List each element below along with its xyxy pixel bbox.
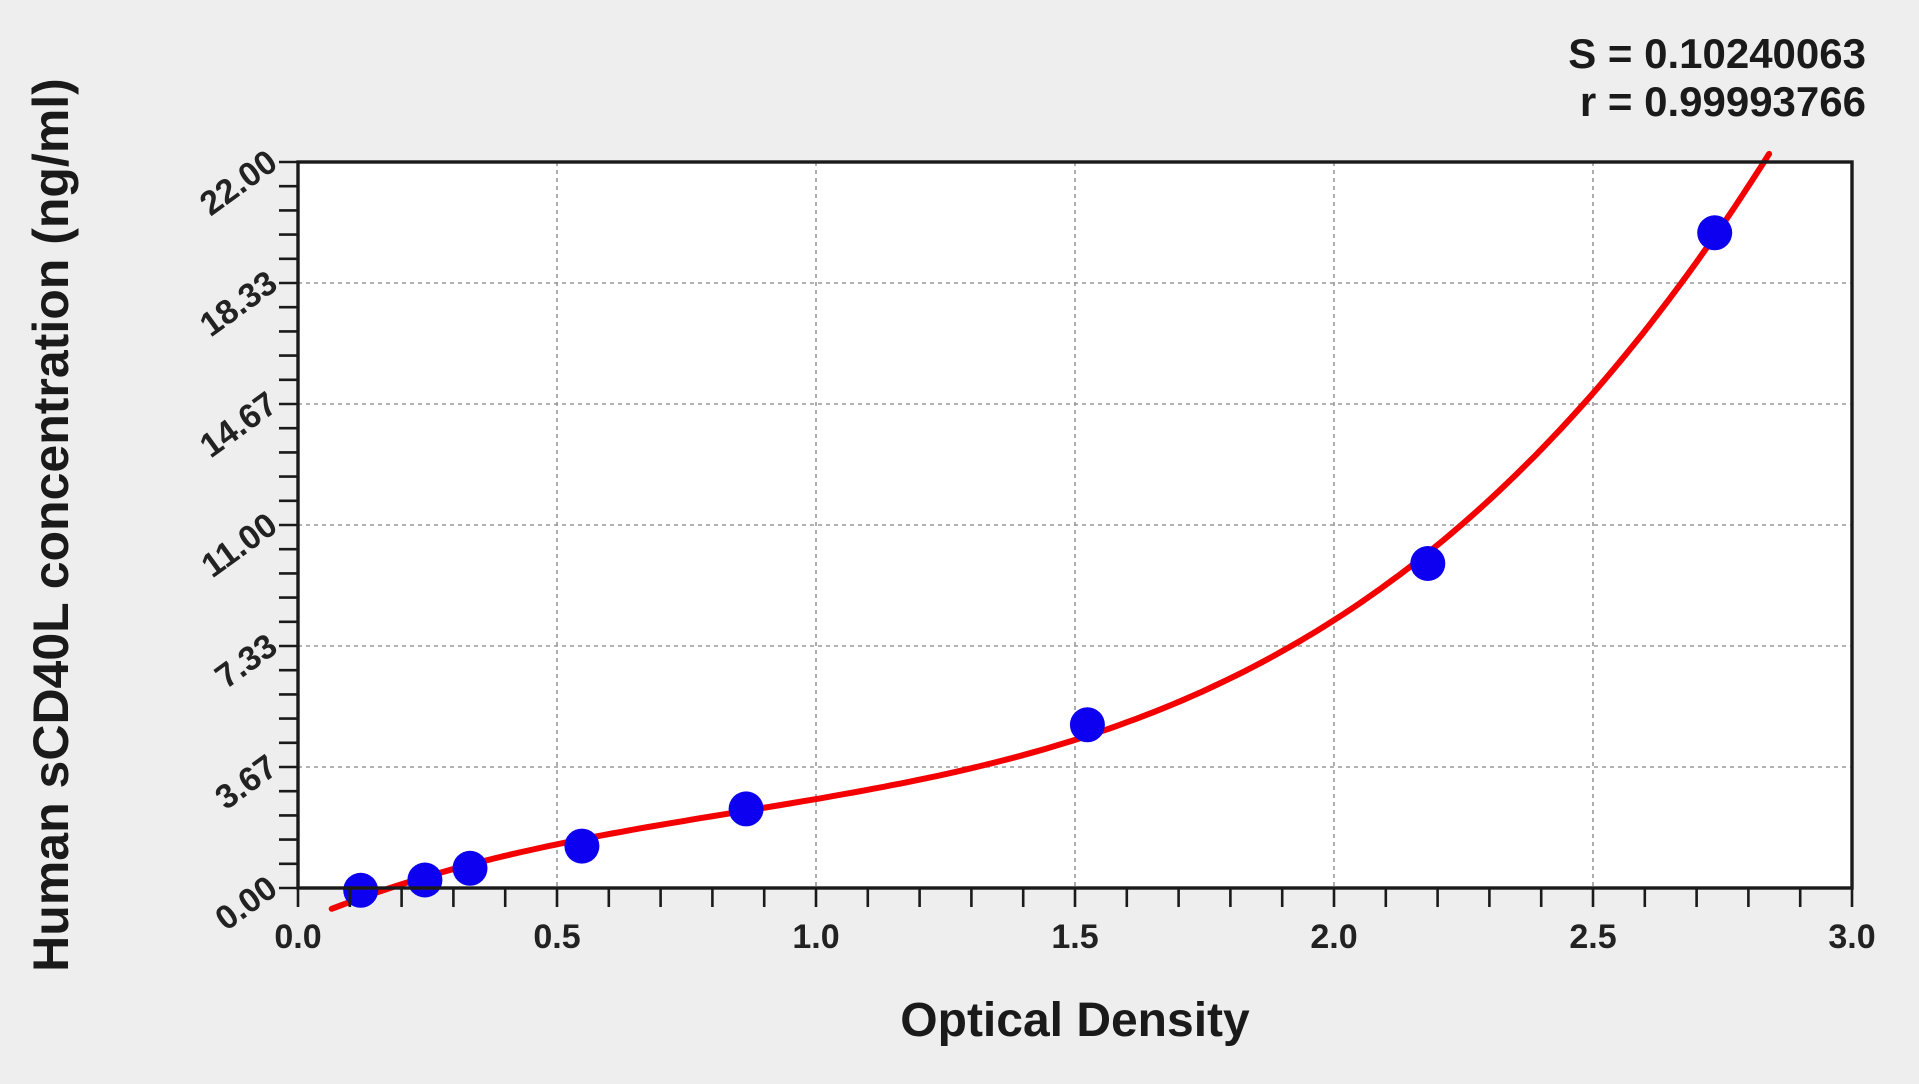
svg-text:2.0: 2.0 xyxy=(1310,918,1357,956)
svg-text:Human sCD40L concentration (ng: Human sCD40L concentration (ng/ml) xyxy=(23,78,79,972)
svg-text:2.5: 2.5 xyxy=(1569,918,1616,956)
svg-text:0.5: 0.5 xyxy=(533,918,580,956)
svg-text:1.5: 1.5 xyxy=(1051,918,1098,956)
svg-text:Optical Density: Optical Density xyxy=(900,994,1250,1047)
svg-text:1.0: 1.0 xyxy=(792,918,839,956)
svg-text:3.0: 3.0 xyxy=(1828,918,1875,956)
svg-text:S = 0.10240063: S = 0.10240063 xyxy=(1568,30,1866,77)
svg-text:0.0: 0.0 xyxy=(274,918,321,956)
svg-text:r = 0.99993766: r = 0.99993766 xyxy=(1580,78,1866,125)
